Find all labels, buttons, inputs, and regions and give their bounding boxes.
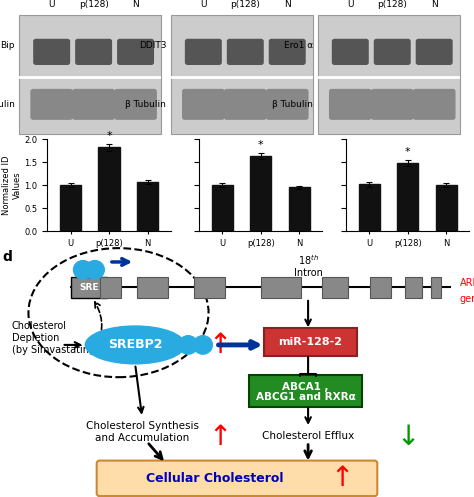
Text: p(128): p(128)	[79, 0, 109, 9]
FancyBboxPatch shape	[431, 277, 441, 298]
Text: Cholesterol Synthesis
and Accumulation: Cholesterol Synthesis and Accumulation	[86, 421, 199, 442]
Text: ↓: ↓	[396, 423, 419, 451]
Text: ABCG1 and RXRα: ABCG1 and RXRα	[256, 392, 356, 402]
Text: DDIT3: DDIT3	[139, 41, 166, 50]
FancyBboxPatch shape	[261, 277, 301, 298]
Bar	[60, 185, 81, 231]
Text: d: d	[2, 250, 12, 264]
FancyBboxPatch shape	[19, 15, 161, 134]
Text: 18$^{th}$
Intron: 18$^{th}$ Intron	[294, 253, 322, 278]
Circle shape	[179, 335, 198, 354]
FancyBboxPatch shape	[405, 277, 422, 298]
FancyBboxPatch shape	[75, 39, 112, 65]
Circle shape	[85, 260, 104, 279]
Text: ABCA1 ,: ABCA1 ,	[283, 382, 329, 392]
FancyBboxPatch shape	[185, 39, 222, 65]
Text: SRE: SRE	[79, 283, 99, 292]
Text: Cholesterol
Depletion
(by Simvastatin): Cholesterol Depletion (by Simvastatin)	[12, 322, 92, 354]
FancyBboxPatch shape	[224, 89, 266, 120]
Text: miR-128-2: miR-128-2	[278, 337, 343, 347]
FancyBboxPatch shape	[269, 39, 306, 65]
Text: Bip: Bip	[0, 41, 15, 50]
Ellipse shape	[85, 326, 185, 364]
Circle shape	[193, 335, 212, 354]
Text: N: N	[284, 0, 291, 9]
FancyBboxPatch shape	[117, 39, 154, 65]
FancyBboxPatch shape	[374, 39, 410, 65]
FancyBboxPatch shape	[266, 89, 309, 120]
FancyBboxPatch shape	[72, 89, 115, 120]
Y-axis label: Normalized ID
Values: Normalized ID Values	[2, 156, 22, 215]
FancyBboxPatch shape	[97, 461, 377, 496]
FancyBboxPatch shape	[322, 277, 348, 298]
Text: β Tubulin: β Tubulin	[273, 100, 313, 109]
Bar	[250, 156, 271, 231]
Text: *: *	[258, 140, 264, 150]
Text: ↑: ↑	[209, 331, 232, 359]
Circle shape	[73, 260, 92, 279]
Text: N: N	[431, 0, 438, 9]
FancyBboxPatch shape	[33, 39, 70, 65]
Text: ARPP21: ARPP21	[460, 278, 474, 288]
FancyBboxPatch shape	[318, 15, 460, 134]
Text: *: *	[405, 147, 410, 157]
FancyBboxPatch shape	[370, 277, 391, 298]
Bar	[436, 185, 457, 231]
Bar	[99, 148, 119, 231]
Text: Ero1 α: Ero1 α	[284, 41, 313, 50]
Text: p(128): p(128)	[377, 0, 407, 9]
FancyBboxPatch shape	[413, 89, 456, 120]
Bar	[211, 185, 233, 231]
Text: SREBP2: SREBP2	[108, 338, 162, 351]
FancyBboxPatch shape	[137, 277, 168, 298]
Text: Cholesterol Efflux: Cholesterol Efflux	[262, 430, 354, 441]
FancyBboxPatch shape	[100, 277, 121, 298]
Bar	[397, 163, 418, 231]
Text: gene: gene	[460, 294, 474, 304]
FancyArrowPatch shape	[91, 302, 102, 354]
Text: N: N	[132, 0, 139, 9]
FancyBboxPatch shape	[416, 39, 453, 65]
Text: Cellular Cholesterol: Cellular Cholesterol	[146, 472, 284, 485]
Text: U: U	[200, 0, 207, 9]
FancyBboxPatch shape	[227, 39, 264, 65]
FancyBboxPatch shape	[332, 39, 369, 65]
Text: U: U	[347, 0, 354, 9]
Bar	[137, 182, 158, 231]
Text: β Tubulin: β Tubulin	[126, 100, 166, 109]
FancyBboxPatch shape	[182, 89, 225, 120]
Text: U: U	[48, 0, 55, 9]
Bar	[289, 187, 310, 231]
FancyBboxPatch shape	[171, 15, 313, 134]
Text: *: *	[106, 131, 112, 141]
Text: ↑: ↑	[209, 423, 232, 451]
FancyBboxPatch shape	[114, 89, 157, 120]
Text: p(128): p(128)	[230, 0, 260, 9]
FancyBboxPatch shape	[329, 89, 372, 120]
Text: ↑: ↑	[330, 464, 353, 493]
FancyBboxPatch shape	[30, 89, 73, 120]
FancyBboxPatch shape	[264, 329, 357, 356]
FancyBboxPatch shape	[194, 277, 225, 298]
Bar	[358, 184, 380, 231]
Text: β Tubulin: β Tubulin	[0, 100, 15, 109]
FancyBboxPatch shape	[371, 89, 413, 120]
FancyBboxPatch shape	[71, 277, 107, 298]
FancyBboxPatch shape	[249, 375, 362, 407]
